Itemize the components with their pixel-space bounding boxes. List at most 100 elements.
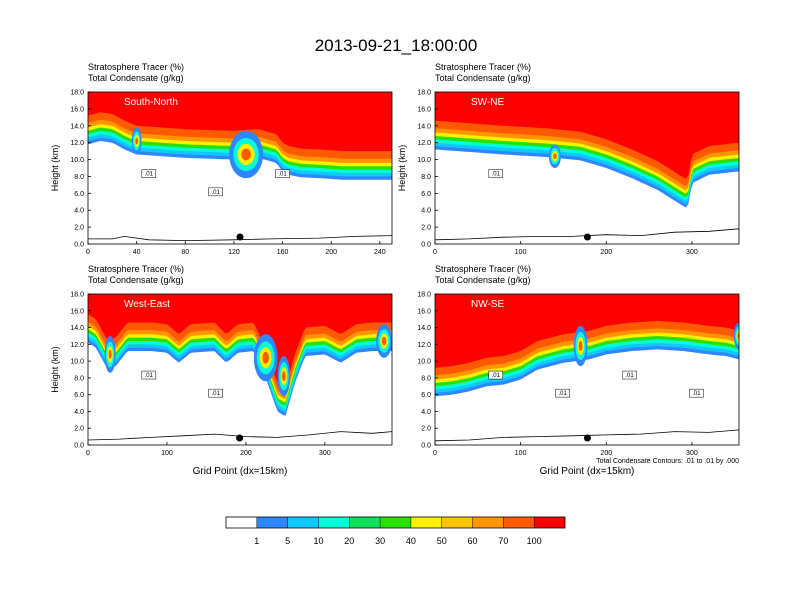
colorbar-label: 70 (498, 536, 508, 546)
y-tick-label: 18.0 (70, 292, 84, 299)
panels: .01 .01 .01 South-North Stratosphere Tracer … (50, 62, 740, 477)
contour-note: Total Condensate Contours: .01 to .01 by… (596, 458, 739, 465)
y-tick-label: 0.0 (74, 443, 84, 450)
contour-label-box (488, 370, 504, 380)
x-tick-label: 240 (374, 249, 386, 256)
y-tick-label: 16.0 (70, 308, 84, 315)
y-axis-label: Height (km) (50, 145, 60, 192)
colorbar-swatch (380, 517, 411, 528)
panel-south-north: .01 .01 .01 South-North Stratosphere Tracer … (50, 62, 393, 256)
location-marker (583, 434, 591, 442)
y-tick-label: 16.0 (417, 308, 431, 315)
tracer-band (88, 92, 392, 152)
y-tick-label: 0.0 (421, 242, 431, 249)
panel-frame (87, 91, 393, 245)
panel-label: SW-NE (471, 97, 504, 108)
y-tick-label: 4.0 (74, 208, 84, 215)
x-tick-label: 200 (240, 450, 252, 457)
y-tick-label: 6.0 (74, 392, 84, 399)
contour-label: .01 (212, 391, 221, 397)
y-tick-label: 10.0 (70, 359, 84, 366)
panel-west-east: .01 .01 West-East Stratosphere Tracer (%)To… (50, 264, 393, 477)
y-tick-label: 10.0 (417, 359, 431, 366)
y-tick-label: 16.0 (70, 106, 84, 113)
panel-title: Stratosphere Tracer (%) (435, 264, 531, 274)
tracer-blob (135, 137, 139, 145)
contour-label: .01 (692, 391, 701, 397)
contour-label-box (275, 169, 290, 178)
panel-subtitle: Total Condensate (g/kg) (88, 275, 184, 285)
panel-label: South-North (124, 97, 178, 108)
y-axis-label: Height (km) (397, 145, 407, 192)
colorbar-frame (225, 516, 566, 529)
x-axis-label: Grid Point (dx=15km) (540, 466, 635, 477)
figure-title: 2013-09-21_18:00:00 (315, 36, 478, 55)
y-tick-label: 12.0 (417, 342, 431, 349)
colorbar-label: 5 (285, 536, 290, 546)
plot-area: .01 .01 .01 (88, 92, 392, 244)
colorbar-label: 30 (375, 536, 385, 546)
contour-label-box (488, 169, 504, 178)
colorbar: 1 5 10 20 30 40 50 60 70 100 (225, 516, 566, 546)
y-tick-label: 2.0 (421, 426, 431, 433)
x-tick-label: 0 (86, 249, 90, 256)
y-tick-label: 6.0 (421, 191, 431, 198)
y-axis-label: Height (km) (50, 346, 60, 393)
colorbar-swatch (410, 517, 442, 528)
x-tick-label: 200 (325, 249, 337, 256)
terrain-contour (88, 235, 392, 242)
x-tick-label: 200 (600, 450, 612, 457)
tracer-band (435, 92, 739, 179)
contour-label-box (141, 169, 157, 178)
y-tick-label: 0.0 (421, 443, 431, 450)
contour-label: .01 (145, 172, 154, 178)
y-tick-label: 8.0 (74, 174, 84, 181)
colorbar-swatch (226, 517, 257, 528)
plot-area: .01 .01 .01 .01 (435, 294, 739, 445)
colorbar-swatch (441, 517, 473, 528)
terrain-contour (88, 431, 392, 441)
contour-label: .01 (278, 172, 287, 178)
contour-label: .01 (559, 391, 568, 397)
y-tick-label: 12.0 (417, 140, 431, 147)
colorbar-label: 100 (527, 536, 542, 546)
y-tick-label: 8.0 (421, 375, 431, 382)
panel-title: Stratosphere Tracer (%) (88, 264, 184, 274)
colorbar-label: 10 (313, 536, 323, 546)
x-tick-label: 300 (686, 450, 698, 457)
y-tick-label: 10.0 (70, 157, 84, 164)
contour-label-box (622, 370, 637, 380)
y-tick-label: 4.0 (421, 208, 431, 215)
location-marker (583, 233, 591, 241)
x-axis-label: Grid Point (dx=15km) (193, 466, 288, 477)
y-tick-label: 2.0 (421, 225, 431, 232)
tracer-blob (578, 340, 583, 352)
panel-sw-ne: .01 SW-NE Stratosphere Tracer (%)Total Con… (397, 62, 740, 256)
x-tick-label: 100 (515, 249, 527, 256)
colorbar-swatch (503, 517, 535, 528)
panel-nw-se: .01 .01 .01 .01 NW-SE Stratosphere Tracer (%)… (417, 264, 740, 477)
y-tick-label: 8.0 (74, 375, 84, 382)
tracer-blob (108, 349, 112, 360)
colorbar-label: 40 (406, 536, 416, 546)
panel-frame (434, 91, 740, 245)
y-tick-label: 14.0 (70, 325, 84, 332)
colorbar-swatch (287, 517, 319, 528)
y-tick-label: 12.0 (70, 342, 84, 349)
tracer-band (435, 294, 739, 368)
panel-title: Stratosphere Tracer (%) (435, 62, 531, 72)
contour-label-box (555, 388, 570, 398)
tracer-blob (241, 148, 251, 161)
contour-label: .01 (625, 373, 634, 379)
contour-label: .01 (492, 373, 501, 379)
y-tick-label: 10.0 (417, 157, 431, 164)
contour-label: .01 (145, 373, 154, 379)
tracer-blob (381, 336, 387, 346)
x-tick-label: 160 (277, 249, 289, 256)
contour-label-box (208, 388, 223, 398)
y-tick-label: 6.0 (74, 191, 84, 198)
location-marker (236, 233, 244, 241)
y-tick-label: 0.0 (74, 242, 84, 249)
plot-area: .01 (435, 92, 739, 244)
panel-label: NW-SE (471, 299, 504, 310)
